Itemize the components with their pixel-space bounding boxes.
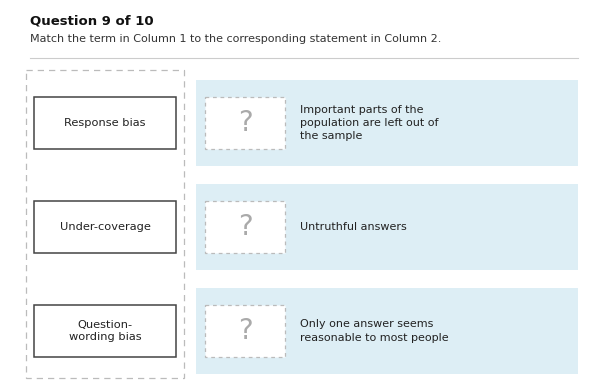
Bar: [205, 201, 285, 253]
Bar: [196, 80, 578, 166]
Text: Important parts of the
population are left out of
the sample: Important parts of the population are le…: [300, 105, 438, 141]
Bar: [205, 97, 285, 149]
Text: Question 9 of 10: Question 9 of 10: [30, 14, 154, 27]
Bar: [34, 201, 176, 253]
Bar: [34, 305, 176, 357]
Bar: [26, 70, 184, 378]
Text: Question-
wording bias: Question- wording bias: [69, 320, 141, 342]
Bar: [196, 184, 578, 270]
Text: ?: ?: [238, 213, 252, 241]
Text: Only one answer seems
reasonable to most people: Only one answer seems reasonable to most…: [300, 319, 449, 343]
Text: Response bias: Response bias: [64, 118, 146, 128]
Bar: [196, 288, 578, 374]
Text: Match the term in Column 1 to the corresponding statement in Column 2.: Match the term in Column 1 to the corres…: [30, 34, 441, 44]
Text: Under-coverage: Under-coverage: [60, 222, 150, 232]
Bar: [205, 305, 285, 357]
Text: ?: ?: [238, 109, 252, 137]
Text: ?: ?: [238, 317, 252, 345]
Bar: [34, 97, 176, 149]
Text: Untruthful answers: Untruthful answers: [300, 222, 407, 232]
